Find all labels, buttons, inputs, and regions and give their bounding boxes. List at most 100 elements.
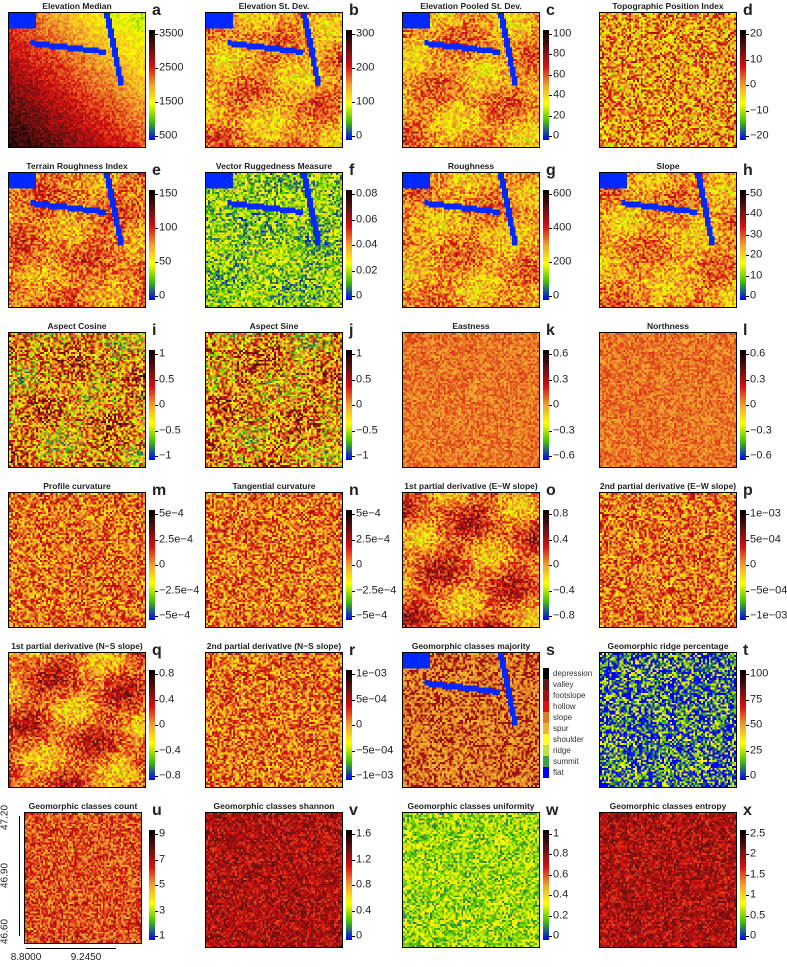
colorbar-label: 50 (159, 255, 172, 268)
colorbar-label: 0.8 (356, 878, 372, 891)
colorbar-label: 0 (750, 398, 757, 411)
colorbar-label: 0 (159, 398, 166, 411)
panel-title: Geomorphic ridge percentage (607, 641, 729, 651)
colorbar (346, 30, 352, 140)
colorbar-tick (746, 854, 749, 856)
panel-letter: f (349, 162, 355, 179)
colorbar-tick (352, 750, 355, 752)
panel-letter: p (743, 482, 753, 499)
colorbar-label: 0 (356, 129, 363, 142)
colorbar-tick (746, 405, 749, 406)
raster-map (402, 492, 540, 628)
map-panel-l: Northness l −0.6 −0.3 0 0.3 0.6 (593, 320, 787, 480)
colorbar-label: 5e−04 (356, 693, 387, 705)
map-panel-m: Profile curvature m −5e−4 −2.5e−4 0 2.5e−4 5e−… (2, 480, 199, 640)
panel-title: Northness (646, 321, 690, 331)
panel-letter: v (349, 802, 358, 819)
legend-label: slope (553, 712, 573, 722)
colorbar-label: 200 (553, 255, 572, 268)
colorbar-label: 200 (356, 61, 375, 74)
colorbar-tick (549, 590, 552, 592)
colorbar-label: −0.3 (750, 424, 772, 436)
colorbar-tick (155, 194, 158, 195)
colorbar-tick (155, 859, 158, 861)
panel-letter: b (349, 2, 359, 19)
colorbar-label: 0 (356, 718, 363, 731)
panel-letter: e (152, 162, 161, 179)
panel-letter: x (743, 802, 752, 819)
colorbar-tick (352, 834, 355, 835)
panel-letter: l (743, 322, 748, 339)
colorbar-label: 0 (553, 289, 560, 302)
colorbar-label: −5e−4 (159, 609, 191, 622)
colorbar-label: 0.4 (553, 888, 569, 901)
raster-map (599, 332, 737, 468)
colorbar-tick (746, 136, 749, 137)
colorbar-tick (549, 915, 552, 917)
legend-swatch (543, 668, 549, 679)
colorbar-tick (352, 68, 355, 69)
colorbar-tick (352, 674, 355, 675)
panel-title: Vector Ruggedness Measure (215, 161, 333, 171)
y-tick-label: 47.20 (0, 804, 11, 831)
colorbar-tick (746, 725, 749, 726)
colorbar-tick (352, 885, 355, 886)
colorbar-label: −20 (750, 129, 769, 142)
raster-map (8, 652, 146, 788)
colorbar-label: 0.6 (553, 347, 569, 360)
panel-title: Geomorphic classes shannon (213, 801, 335, 811)
panel-title: Geomorphic classes majority (411, 641, 531, 651)
map-panel-b: Elevation St. Dev. b 0 100 200 300 (199, 0, 396, 160)
colorbar-label: −0.5 (356, 424, 378, 436)
colorbar-tick (155, 514, 158, 515)
legend-swatch (543, 701, 549, 712)
colorbar-tick (155, 590, 158, 592)
raster-map (205, 812, 343, 948)
colorbar-label: 0.3 (553, 373, 569, 385)
colorbar (346, 510, 352, 620)
colorbar-tick (549, 136, 552, 137)
colorbar-tick (549, 194, 552, 195)
raster-map (599, 12, 737, 148)
colorbar-tick (746, 255, 749, 257)
colorbar-label: 0 (750, 289, 757, 302)
colorbar-label: −10 (750, 104, 769, 116)
colorbar-tick (549, 379, 552, 381)
map-panel-g: Roughness g 0 200 400 600 (396, 160, 593, 320)
colorbar-tick (549, 834, 552, 835)
colorbar-label: −1 (159, 449, 172, 462)
panel-title: 2nd partial derivative (E−W slope) (599, 481, 737, 491)
colorbar-label: 0.2 (553, 909, 569, 922)
colorbar-tick (155, 34, 158, 35)
panel-letter: k (546, 322, 555, 339)
colorbar-tick (352, 910, 355, 912)
colorbar-tick (746, 379, 749, 381)
colorbar (740, 30, 746, 140)
colorbar-tick (352, 136, 355, 137)
colorbar-label: 20 (750, 248, 763, 261)
legend-label: flat (553, 767, 564, 777)
colorbar-tick (746, 874, 749, 876)
colorbar-label: 0.6 (750, 347, 766, 360)
panel-letter: q (152, 642, 162, 659)
colorbar-tick (549, 456, 552, 457)
colorbar (543, 510, 549, 620)
colorbar-label: 5e−4 (356, 507, 381, 520)
panel-title: Roughness (447, 161, 495, 171)
panel-letter: o (546, 482, 556, 499)
raster-map (205, 492, 343, 628)
colorbar-label: 100 (356, 95, 375, 108)
panel-letter: s (546, 642, 555, 659)
colorbar-label: −2.5e−4 (159, 584, 200, 596)
colorbar-label: 7 (159, 853, 166, 865)
colorbar-label: −0.8 (553, 609, 575, 622)
raster-map (8, 12, 146, 148)
y-tick-label: 46.90 (0, 862, 11, 889)
colorbar-label: 1 (553, 827, 560, 840)
colorbar-tick (155, 776, 158, 777)
raster-map (599, 652, 737, 788)
colorbar-label: 2.5e−4 (159, 533, 193, 545)
colorbar-tick (549, 430, 552, 432)
colorbar-tick (746, 915, 749, 917)
colorbar-tick (352, 725, 355, 726)
